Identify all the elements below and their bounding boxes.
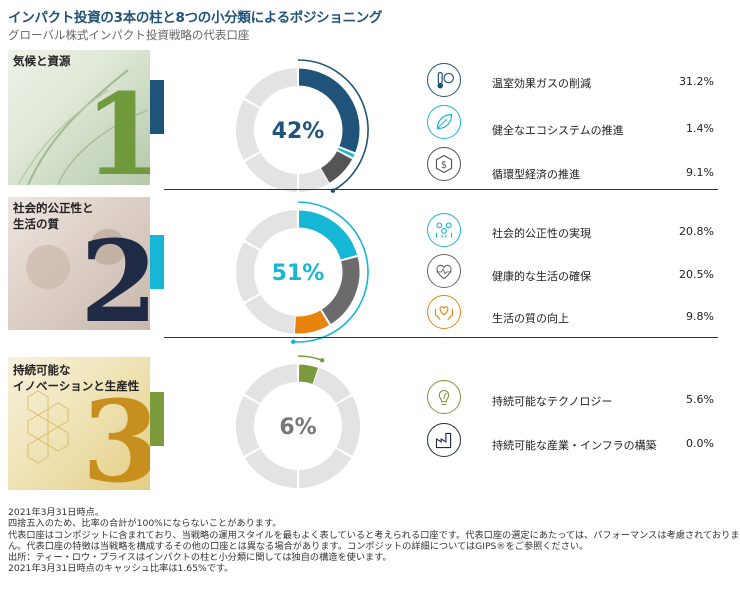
- circular-dollar-icon: $: [427, 147, 461, 181]
- people-decoration: [26, 229, 126, 289]
- row-value-ecosystem: 1.4%: [686, 122, 714, 135]
- row-label-healthy-living: 健康的な生活の確保: [492, 270, 591, 283]
- row-value-social-equity: 20.8%: [679, 225, 714, 238]
- pillar-2-color-bar: [150, 235, 164, 289]
- pillar-3-label: 持続可能な イノベーションと生産性: [13, 363, 140, 393]
- footnote-line: 出所：ティー・ロウ・プライスはインパクトの柱と小分類に関しては独自の構造を使いま…: [8, 552, 392, 564]
- row-value-circular: 9.1%: [686, 166, 714, 179]
- lightbulb-leaf-icon: [427, 380, 461, 414]
- footnote-line: 四捨五入のため、比率の合計が100%にならないことがあります。: [8, 518, 282, 530]
- donut-center-label: 6%: [279, 415, 316, 440]
- row-label-social-equity: 社会的公正性の実現: [492, 227, 591, 240]
- donut-slice: [297, 209, 359, 261]
- footnote-line: 代表口座はコンポジットに含まれており、当戦略の運用スタイルを最もよく表していると…: [8, 529, 740, 541]
- donut-chart-2: 51%: [228, 201, 369, 345]
- donut-slice: [297, 363, 320, 386]
- row-label-circular: 循環型経済の推進: [492, 168, 580, 181]
- donut-slice: [336, 146, 356, 159]
- donut-background-segment: [244, 152, 298, 192]
- donut-background-segment: [244, 294, 298, 334]
- hands-heart-icon: [427, 295, 461, 329]
- footnote-line: 2021年3月31日時点のキャッシュ比率は1.65%です。: [8, 563, 234, 575]
- donut-slice: [319, 149, 354, 185]
- svg-text:$: $: [441, 160, 447, 171]
- pillar-1-image: 1 気候と資源: [8, 50, 150, 185]
- donut-total-arc-end: [290, 339, 296, 345]
- pillar-1-label: 気候と資源: [13, 54, 71, 68]
- donut-background-segment: [244, 364, 298, 404]
- thermometer-globe-icon: [427, 63, 461, 97]
- pillar-2-label: 社会的公正性と 生活の質: [13, 201, 94, 231]
- page-title: インパクト投資の3本の柱と8つの小分類によるポジショニング: [8, 10, 383, 26]
- donut-slice: [297, 67, 361, 154]
- footnote-line: ん。代表口座の特徴は当戦略を構成するその他の口座とは異なる場合があります。コンポ…: [8, 540, 589, 552]
- page-subtitle: グローバル株式インパクト投資戦略の代表口座: [8, 28, 250, 42]
- donut-background-segment: [298, 448, 352, 488]
- donut-total-arc: [293, 201, 369, 343]
- footnotes: 2021年3月31日時点。 四捨五入のため、比率の合計が100%にならないことが…: [8, 507, 740, 575]
- row-value-healthy-living: 20.5%: [679, 268, 714, 281]
- row-value-quality-of-life: 9.8%: [686, 310, 714, 323]
- pillar-2-numeral: 2: [80, 217, 150, 331]
- donut-background-segment: [244, 448, 298, 488]
- donut-slice: [293, 309, 331, 335]
- footnote-line: 2021年3月31日時点。: [8, 507, 105, 518]
- donut-background-segment: [236, 396, 260, 456]
- donut-slice: [320, 255, 361, 326]
- pillar-2-image: 社会的公正性と 生活の質 2: [8, 197, 150, 330]
- row-label-quality-of-life: 生活の質の向上: [492, 312, 569, 325]
- section-divider-1: [164, 189, 718, 190]
- row-value-ghg: 31.2%: [679, 75, 714, 88]
- row-label-ecosystem: 健全なエコシステムの推進: [492, 124, 624, 137]
- pillar-3-numeral: 3: [82, 377, 150, 491]
- donut-background-segment: [244, 68, 298, 108]
- heart-pulse-icon: [427, 254, 461, 288]
- donut-chart-3: 6%: [228, 355, 368, 496]
- row-value-industry-infra: 0.0%: [686, 437, 714, 450]
- donut-total-arc-end: [319, 358, 325, 363]
- donut-center-label: 42%: [272, 119, 325, 144]
- donut-total-arc: [297, 355, 323, 362]
- pillar-3-image: 持続可能な イノベーションと生産性 3: [8, 357, 150, 490]
- row-label-sustainable-tech: 持続可能なテクノロジー: [492, 395, 613, 408]
- row-label-industry-infra: 持続可能な産業・インフラの構築: [492, 439, 657, 452]
- donut-chart-1: 42%: [228, 59, 369, 200]
- row-value-sustainable-tech: 5.6%: [686, 393, 714, 406]
- pillar-1-numeral: 1: [84, 70, 150, 186]
- donut-background-segment: [244, 210, 298, 250]
- leaf-icon: [427, 105, 461, 139]
- donut-background-segment: [236, 100, 260, 160]
- donut-background-segment: [336, 396, 360, 456]
- pillar-1-color-bar: [150, 80, 164, 134]
- honeycomb-decoration: [27, 390, 69, 464]
- donut-total-arc: [297, 59, 369, 192]
- people-icon: [427, 213, 461, 247]
- factory-icon: [427, 423, 461, 457]
- section-divider-2: [164, 337, 718, 338]
- fern-decoration: [17, 69, 149, 185]
- donut-center-label: 51%: [272, 261, 325, 286]
- row-label-ghg: 温室効果ガスの削減: [492, 77, 591, 90]
- pillar-3-color-bar: [150, 392, 164, 446]
- donut-background-segment: [236, 242, 260, 302]
